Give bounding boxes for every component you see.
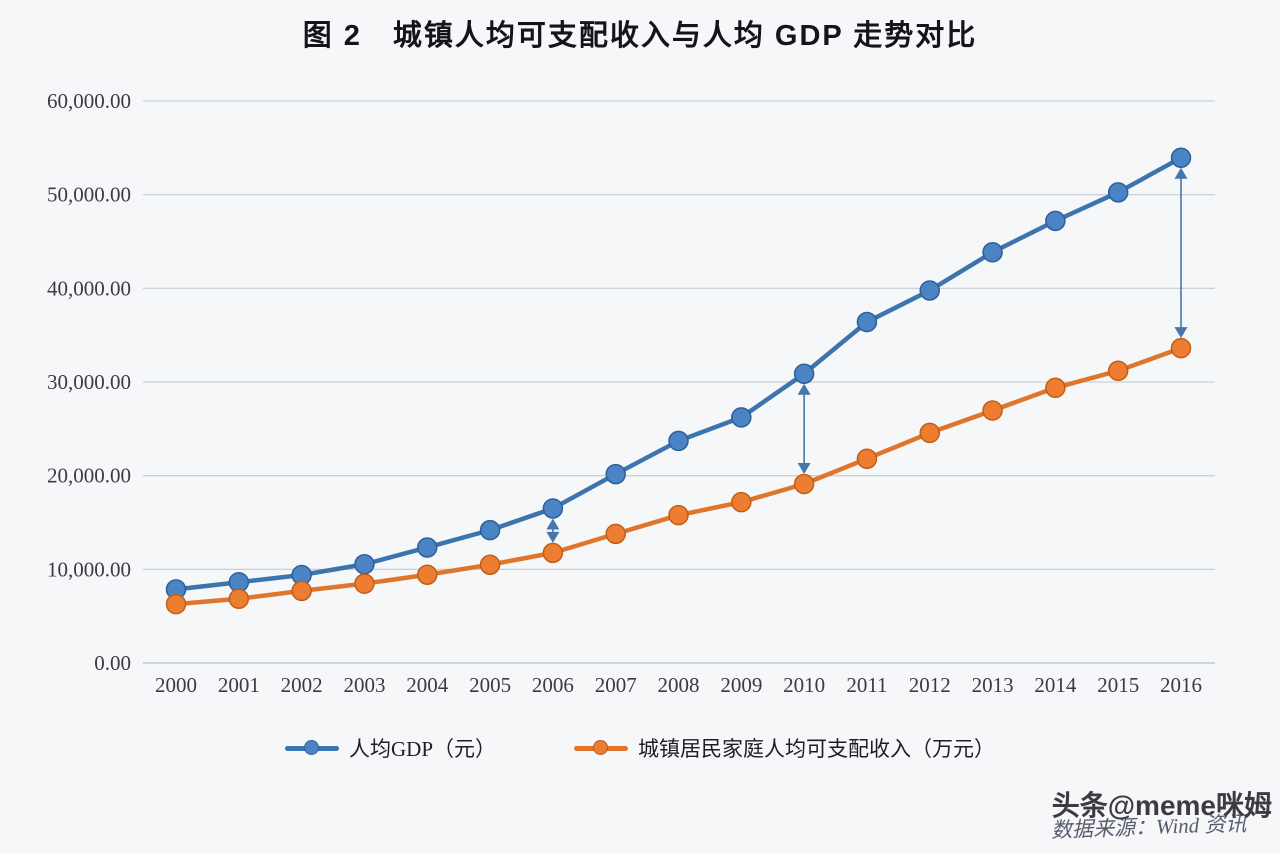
gdp-point [731, 407, 752, 428]
y-tick-label: 40,000.00 [47, 276, 131, 300]
gap-arrow-head-up [1174, 167, 1188, 179]
x-tick-label: 2006 [532, 673, 574, 697]
gdp-point [605, 463, 626, 485]
income-point [793, 473, 815, 495]
gap-arrow-head-down [1174, 327, 1188, 339]
gdp-point [668, 430, 689, 452]
income-legend-marker-icon [574, 740, 628, 756]
gdp-point [417, 537, 438, 558]
income-point [982, 400, 1003, 421]
gdp-legend-marker-icon [284, 740, 339, 756]
x-tick-label: 2005 [469, 673, 511, 697]
gdp-point [1170, 147, 1192, 169]
gdp-point [479, 519, 501, 541]
y-tick-label: 30,000.00 [47, 370, 131, 394]
gap-arrow-head-down [797, 463, 811, 475]
gdp-point [1107, 182, 1129, 203]
x-tick-label: 2011 [846, 673, 887, 697]
income-point [354, 573, 375, 594]
x-tick-label: 2015 [1097, 673, 1139, 697]
x-tick-label: 2003 [343, 673, 385, 697]
y-tick-label: 60,000.00 [47, 89, 131, 113]
chart-legend: 人均GDP（元） 城镇居民家庭人均可支配收入（万元） [0, 730, 1280, 766]
gdp-point [1045, 210, 1066, 232]
income-point [856, 448, 878, 469]
x-tick-label: 2010 [783, 673, 825, 697]
income-point [542, 542, 564, 564]
y-tick-label: 20,000.00 [47, 464, 131, 488]
legend-item-income: 城镇居民家庭人均可支配收入（万元） [574, 733, 995, 763]
income-point [668, 504, 689, 526]
x-tick-label: 2008 [658, 673, 700, 697]
gdp-point [856, 311, 878, 333]
income-point [731, 491, 752, 513]
income-point [1107, 360, 1129, 382]
x-tick-label: 2009 [720, 673, 762, 697]
x-tick-label: 2002 [281, 673, 323, 697]
legend-label: 城镇居民家庭人均可支配收入（万元） [638, 737, 995, 761]
y-tick-label: 0.00 [94, 651, 131, 675]
x-tick-label: 2004 [406, 673, 449, 697]
gdp-point [982, 242, 1003, 263]
income-point [228, 588, 250, 609]
x-tick-label: 2016 [1160, 673, 1202, 697]
y-tick-label: 10,000.00 [47, 557, 131, 581]
x-tick-label: 2000 [155, 673, 197, 697]
chart-title: 图 2 城镇人均可支配收入与人均 GDP 走势对比 [302, 20, 978, 52]
gdp-point [793, 363, 815, 385]
gap-arrow-head-up [797, 383, 811, 395]
income-point [417, 564, 438, 585]
x-tick-label: 2012 [909, 673, 951, 697]
gap-arrow-head-up [546, 518, 560, 530]
x-tick-label: 2013 [972, 673, 1014, 697]
income-point [605, 523, 626, 545]
income-point [165, 593, 187, 615]
gdp-point [354, 554, 375, 575]
watermark-text: 头条@meme咪姆 [1051, 790, 1272, 821]
income-point [1045, 377, 1066, 399]
gdp-point [542, 498, 564, 519]
gap-arrow-head-down [546, 531, 560, 543]
x-tick-label: 2001 [218, 673, 260, 697]
legend-label: 人均GDP（元） [348, 737, 496, 761]
gap-arrows [546, 167, 1188, 543]
gdp-point [919, 280, 940, 301]
income-point [479, 554, 501, 575]
legend-item-gdp: 人均GDP（元） [284, 733, 496, 763]
y-tick-label: 50,000.00 [47, 183, 131, 207]
income-line-series [165, 337, 1192, 615]
gdp-line-series [165, 147, 1192, 600]
x-tick-label: 2007 [595, 673, 637, 697]
y-axis-labels: 0.00 10,000.00 20,000.00 30,000.00 40,000.00… [47, 89, 131, 675]
income-point [1170, 337, 1192, 359]
income-point [919, 422, 940, 444]
x-tick-label: 2014 [1034, 673, 1077, 697]
x-axis-labels: 2000 2001 2002 2003 2004 2005 2006 2007 2008 2009… [155, 673, 1202, 697]
income-point [291, 580, 312, 602]
